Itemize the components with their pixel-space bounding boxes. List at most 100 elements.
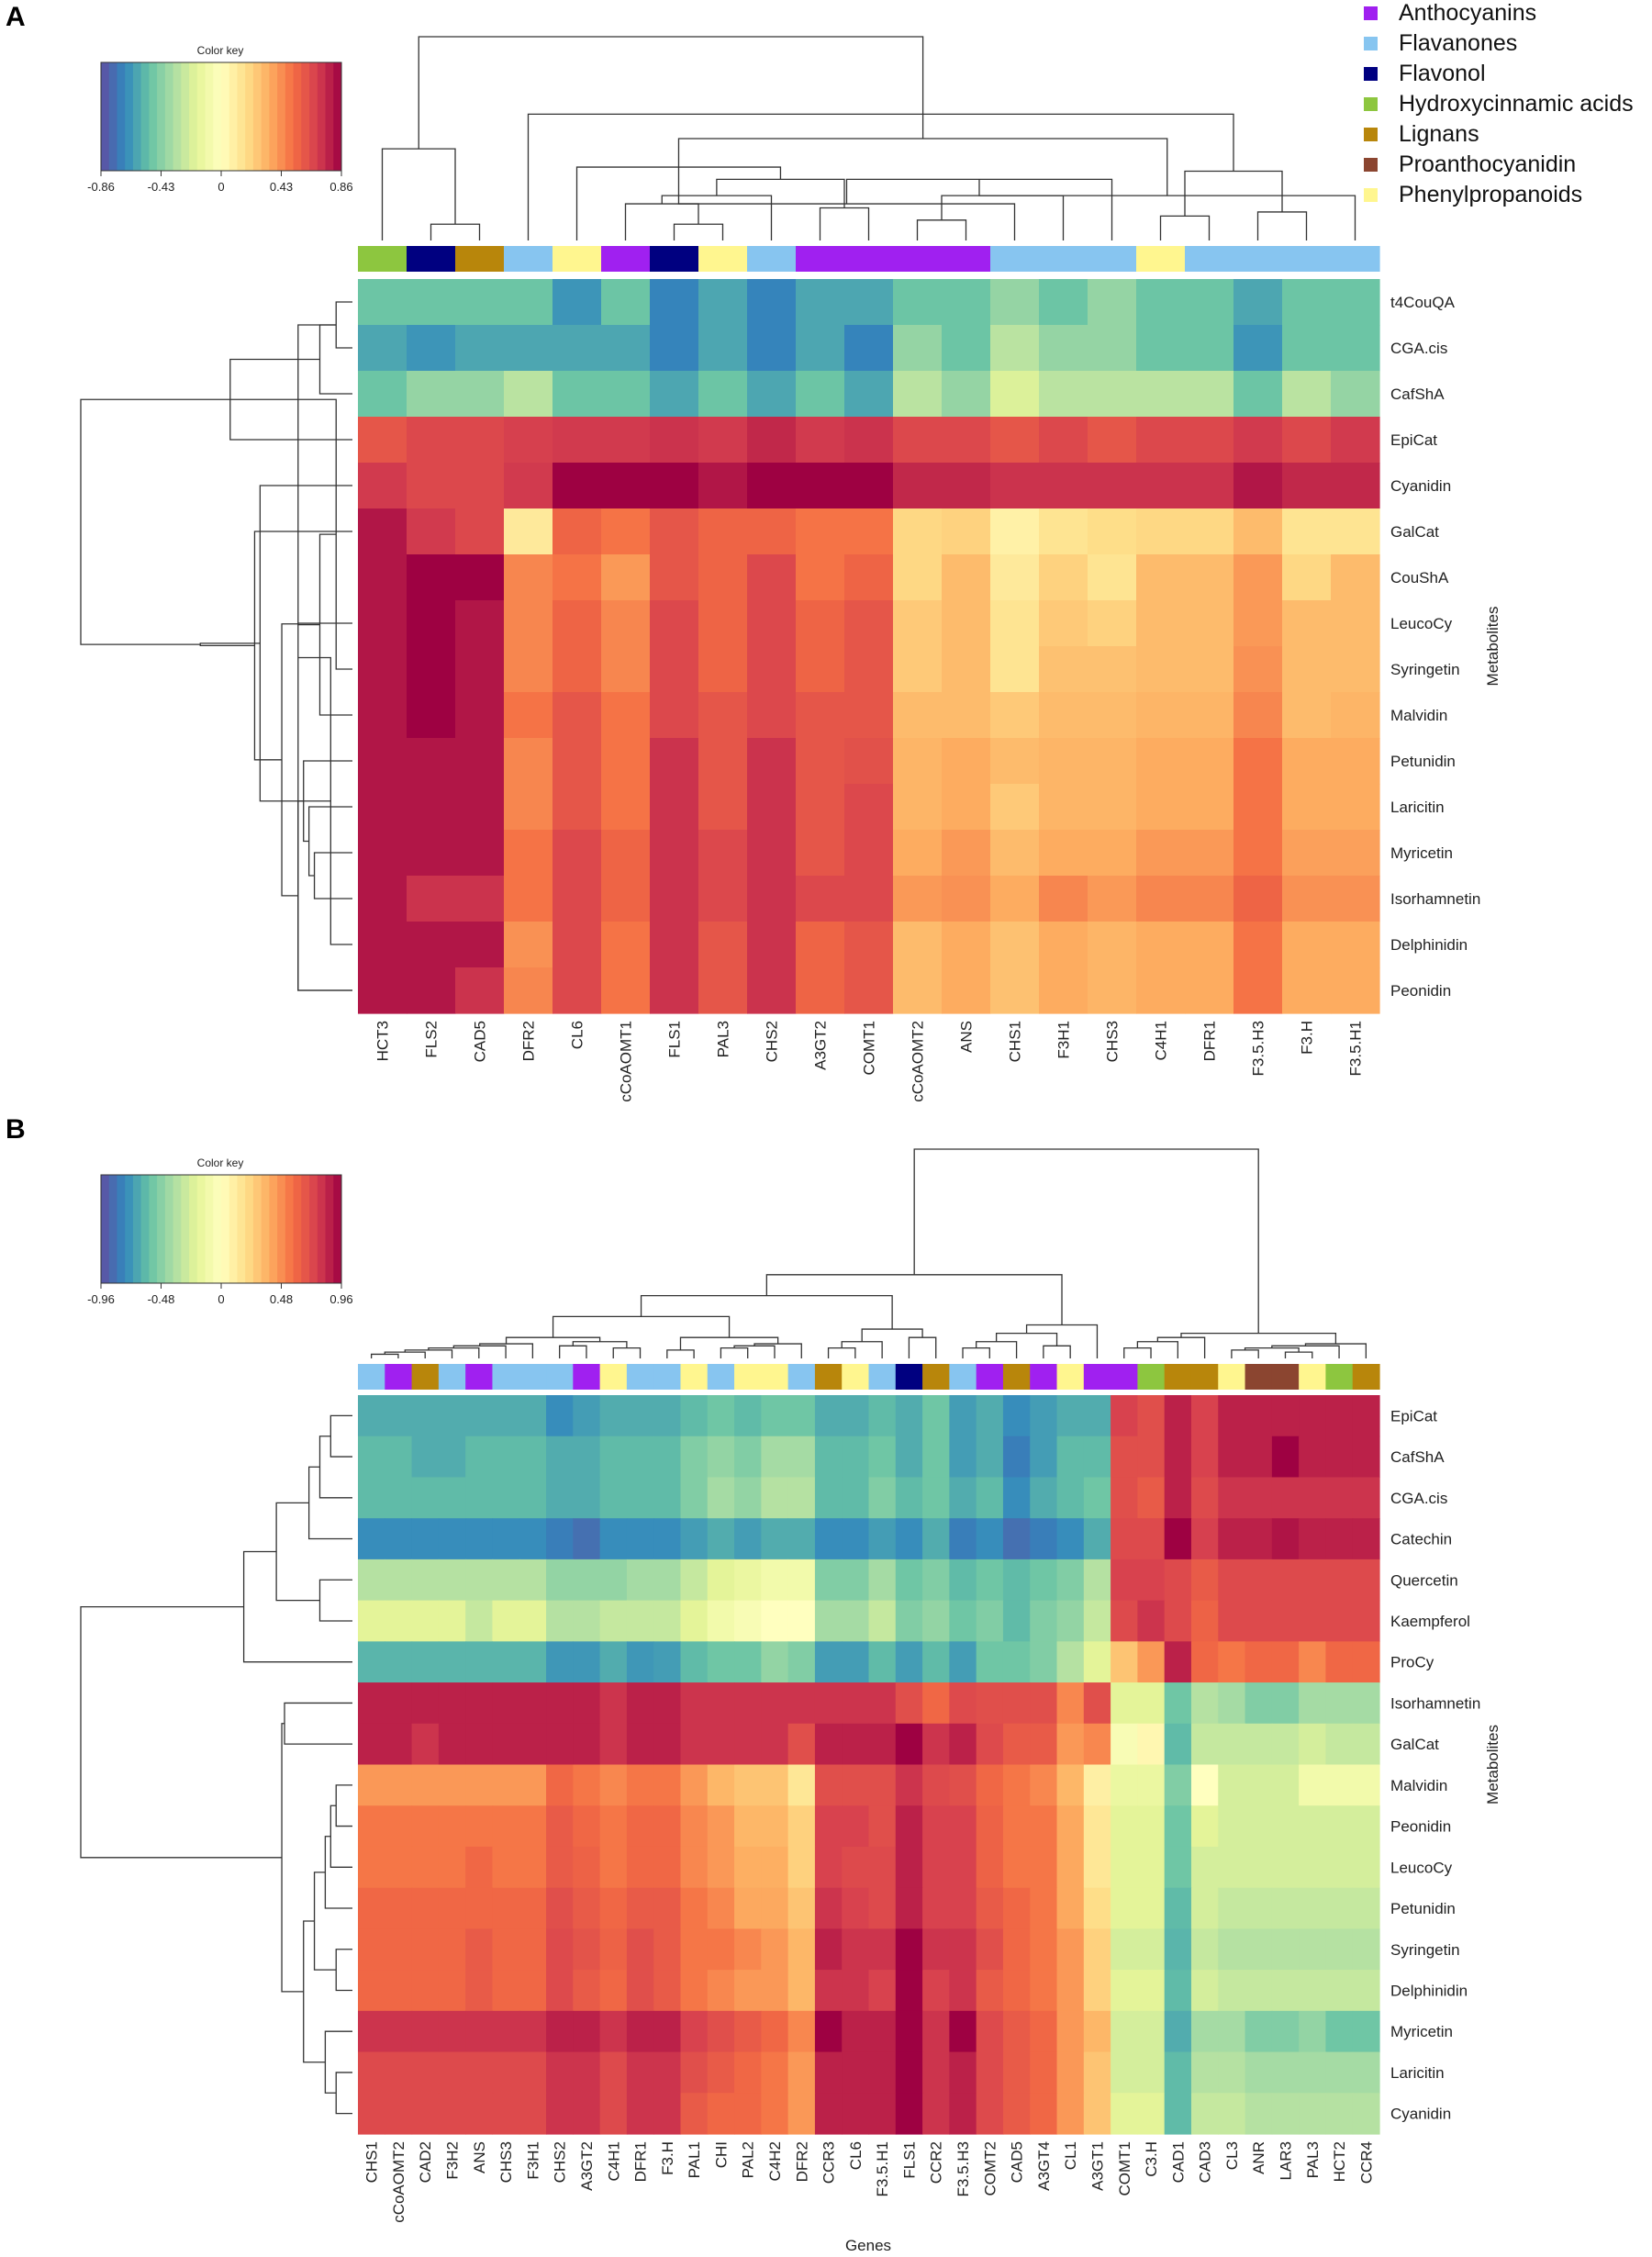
heatmap-cell <box>895 1846 923 1889</box>
heatmap-cell <box>546 1846 574 1889</box>
heatmap-cell <box>1164 2051 1192 2094</box>
heatmap-cell <box>922 1559 950 1602</box>
heatmap-cell <box>680 1518 709 1560</box>
color-key-swatch <box>149 62 158 171</box>
heatmap-cell <box>990 922 1040 968</box>
heatmap-cell <box>438 2010 466 2053</box>
heatmap-cell <box>411 2093 440 2135</box>
color-key-swatch <box>317 62 327 171</box>
heatmap-cell <box>698 967 748 1014</box>
dendrogram-branch <box>720 1346 749 1358</box>
heatmap-cell <box>698 600 748 647</box>
class-color-bar-b <box>358 1364 1380 1390</box>
heatmap-cell <box>787 1641 816 1683</box>
heatmap-cell <box>1136 463 1186 509</box>
heatmap-cell <box>787 1436 816 1479</box>
heatmap-cell <box>650 371 699 418</box>
heatmap-cell <box>842 2051 870 2094</box>
dendrogram-branch <box>1159 215 1211 240</box>
heatmap-cell <box>1137 1600 1166 1642</box>
heatmap-cell <box>1331 784 1380 831</box>
color-key-swatch <box>229 62 238 171</box>
heatmap-cell <box>1137 1887 1166 1929</box>
heatmap-cell <box>1245 1805 1273 1848</box>
heatmap-cell <box>1136 830 1186 877</box>
heatmap-cell <box>1002 1723 1031 1766</box>
heatmap-cell <box>601 876 651 922</box>
heatmap-cell <box>455 508 505 555</box>
heatmap-cell <box>844 967 894 1014</box>
color-key-swatch <box>117 1175 126 1283</box>
heatmap-cell <box>407 784 456 831</box>
heatmap-cell <box>385 1928 413 1971</box>
dendrogram-branch <box>827 1346 856 1358</box>
heatmap-cell <box>1218 1641 1246 1683</box>
heatmap-cell <box>519 1970 547 2012</box>
heatmap-cell <box>650 417 699 464</box>
y-axis-label-a: Metabolites <box>1484 607 1501 687</box>
heatmap-cell <box>1352 1682 1380 1725</box>
heatmap-cell <box>922 2093 950 2135</box>
heatmap-cell <box>1136 371 1186 418</box>
color-key-swatch <box>221 1175 230 1283</box>
heatmap-cell <box>1164 1436 1192 1479</box>
heatmap-cell <box>1325 1970 1354 2012</box>
color-key-b: Color key -0.96 -0.48 0 0.48 0.96 <box>87 1156 352 1306</box>
heatmap-cell <box>455 646 505 693</box>
heatmap-cell <box>796 967 845 1014</box>
class-swatch <box>922 1364 950 1390</box>
heatmap-cell <box>1245 1970 1273 2012</box>
heatmap-cell <box>455 967 505 1014</box>
color-key-swatch <box>261 62 270 171</box>
heatmap-cell <box>504 692 553 739</box>
heatmap-cell <box>949 1395 977 1437</box>
class-swatch <box>761 1364 789 1390</box>
heatmap-cell <box>546 1805 574 1848</box>
heatmap-cell <box>519 1764 547 1806</box>
heatmap-cell <box>949 1928 977 1971</box>
heatmap-cell <box>626 1600 654 1642</box>
class-swatch <box>455 246 505 272</box>
heatmap-cell <box>842 1600 870 1642</box>
heatmap-cell <box>1185 784 1234 831</box>
heatmap-cell <box>942 463 991 509</box>
heatmap-cell <box>787 1723 816 1766</box>
color-key-tick-label: -0.96 <box>87 1292 115 1306</box>
heatmap-cell <box>893 967 943 1014</box>
heatmap-cell <box>599 1395 628 1437</box>
color-key-ticks-a: -0.86 -0.43 0 0.43 0.86 <box>87 171 353 194</box>
heatmap-cell <box>868 1395 897 1437</box>
heatmap-cell <box>814 1682 843 1725</box>
dendrogram-branch <box>329 1414 352 1458</box>
heatmap-cell <box>787 2051 816 2094</box>
heatmap-cell <box>1164 1805 1192 1848</box>
row-label: LeucoCy <box>1390 1859 1453 1876</box>
heatmap-cell <box>1111 1395 1138 1437</box>
heatmap-cell <box>1002 1846 1031 1889</box>
heatmap-cell <box>680 1477 709 1519</box>
heatmap-cell <box>814 1928 843 1971</box>
heatmap-cell <box>519 1477 547 1519</box>
heatmap-cell <box>1299 1518 1327 1560</box>
heatmap-cell <box>546 1887 574 1929</box>
heatmap-cell <box>650 508 699 555</box>
heatmap-cell <box>407 371 456 418</box>
heatmap-cell <box>1218 1518 1246 1560</box>
heatmap-cell <box>358 2093 385 2135</box>
heatmap-cell <box>1002 1805 1031 1848</box>
heatmap-cell <box>650 876 699 922</box>
heatmap-cell <box>868 1970 897 2012</box>
heatmap-cell <box>1245 1723 1273 1766</box>
dendrogram-branch <box>1025 1324 1099 1358</box>
heatmap-cell <box>1245 2093 1273 2135</box>
heatmap-cell <box>976 2051 1004 2094</box>
heatmap-cell <box>949 1887 977 1929</box>
heatmap-cell <box>519 1436 547 1479</box>
heatmap-cell <box>553 325 602 372</box>
dendrogram-branch <box>819 207 870 240</box>
heatmap-cell <box>1164 1559 1192 1602</box>
heatmap-cell <box>842 1764 870 1806</box>
heatmap-cell <box>385 1600 413 1642</box>
heatmap-cell <box>707 1436 735 1479</box>
column-label: CCR4 <box>1357 2141 1375 2184</box>
